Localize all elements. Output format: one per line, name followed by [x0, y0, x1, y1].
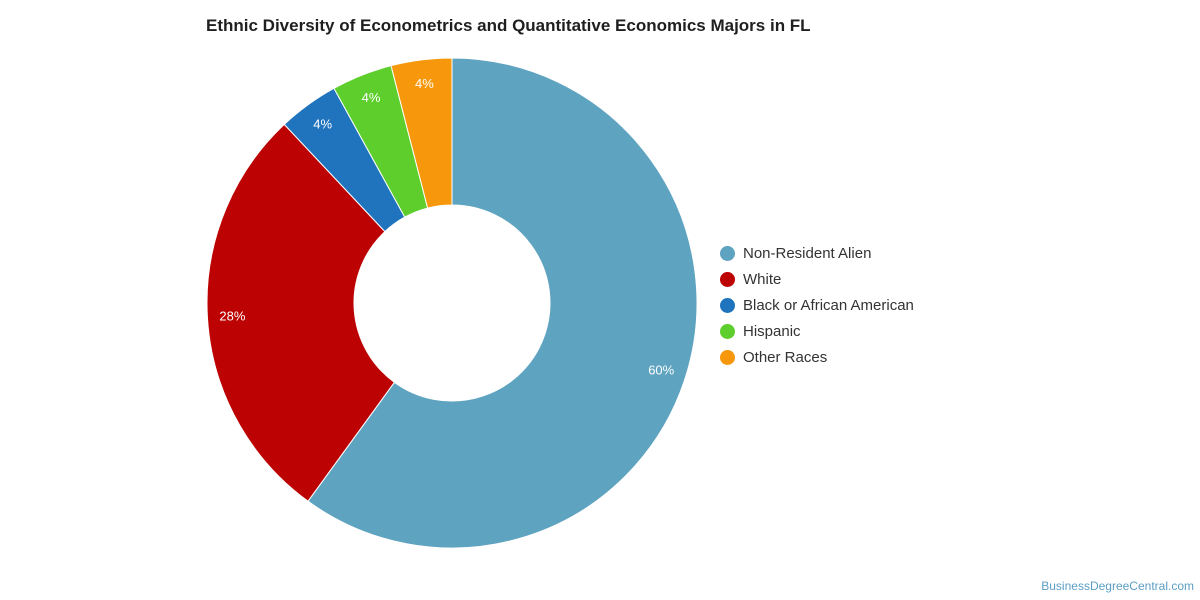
slice-non-resident-alien — [307, 57, 698, 549]
slice-other-races — [390, 57, 453, 209]
slice-label-non-resident-alien: 60% — [648, 362, 674, 377]
legend-label: White — [743, 270, 782, 288]
slice-labels-layer: 60% 28% 4% 4% 4% — [219, 76, 674, 377]
legend-marker-icon — [720, 271, 735, 287]
legend-label: Other Races — [743, 348, 828, 366]
legend-item-other-races[interactable]: Other Races — [720, 344, 914, 370]
legend-label: Non-Resident Alien — [743, 244, 872, 262]
legend-item-white[interactable]: White — [720, 266, 914, 292]
legend-marker-icon — [720, 297, 735, 313]
slice-white — [206, 123, 396, 502]
slice-label-other-races: 4% — [415, 76, 434, 91]
chart-title: Ethnic Diversity of Econometrics and Qua… — [206, 16, 811, 35]
legend-label: Black or African American — [743, 296, 914, 314]
legend-marker-icon — [720, 245, 735, 261]
source-credit: BusinessDegreeCentral.com — [1041, 579, 1194, 593]
legend-item-hispanic[interactable]: Hispanic — [720, 318, 914, 344]
slice-label-black-or-african-american: 4% — [313, 116, 332, 131]
slice-label-white: 28% — [219, 308, 245, 323]
legend-label: Hispanic — [743, 322, 801, 340]
slices-layer — [206, 57, 698, 549]
legend-item-non-resident-alien[interactable]: Non-Resident Alien — [720, 240, 914, 266]
slice-label-hispanic: 4% — [362, 90, 381, 105]
legend-marker-icon — [720, 349, 735, 365]
legend: Non-Resident Alien White Black or African … — [720, 240, 914, 370]
legend-item-black-or-african-american[interactable]: Black or African American — [720, 292, 914, 318]
legend-marker-icon — [720, 323, 735, 339]
